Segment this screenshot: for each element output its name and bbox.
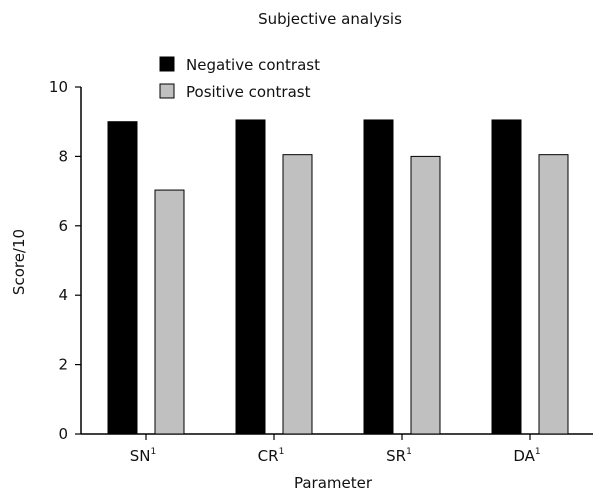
x-tick-label-superscript: 1	[151, 447, 157, 457]
bar-da-positive	[538, 154, 569, 435]
chart-title: Subjective analysis	[258, 10, 402, 28]
plot-area: 0 2 4 6 8 10 SN1 CR1 SR1 DA1	[49, 78, 593, 465]
y-tick-label: 0	[58, 425, 68, 443]
bar-da-negative	[491, 119, 522, 435]
bar-sr-positive	[410, 155, 441, 435]
legend: Negative contrast Positive contrast	[159, 56, 320, 101]
bar-cr-positive	[282, 154, 313, 435]
bar-sn-positive	[154, 189, 185, 435]
x-tick-label-superscript: 1	[279, 447, 285, 457]
y-tick-label: 10	[49, 78, 68, 96]
y-tick-label: 6	[58, 217, 68, 235]
bar-sr-negative	[363, 119, 394, 435]
legend-label-positive: Positive contrast	[186, 83, 311, 101]
x-tick-label-superscript: 1	[406, 447, 412, 457]
y-tick-label: 2	[58, 356, 68, 374]
x-tick-label: CR1	[258, 447, 285, 465]
x-tick-label: SN1	[130, 447, 156, 465]
y-axis-label: Score/10	[10, 229, 28, 295]
bar-sn-negative	[107, 121, 138, 435]
x-tick-label: SR1	[386, 447, 412, 465]
x-axis-label: Parameter	[294, 474, 373, 492]
y-tick-label: 8	[58, 147, 68, 165]
legend-swatch-negative	[159, 56, 175, 72]
bar-cr-negative	[235, 119, 266, 435]
legend-label-negative: Negative contrast	[186, 56, 320, 74]
x-tick-label-superscript: 1	[535, 447, 541, 457]
y-tick-label: 4	[58, 286, 68, 304]
x-tick-label: DA1	[513, 447, 540, 465]
legend-swatch-positive	[159, 83, 175, 99]
